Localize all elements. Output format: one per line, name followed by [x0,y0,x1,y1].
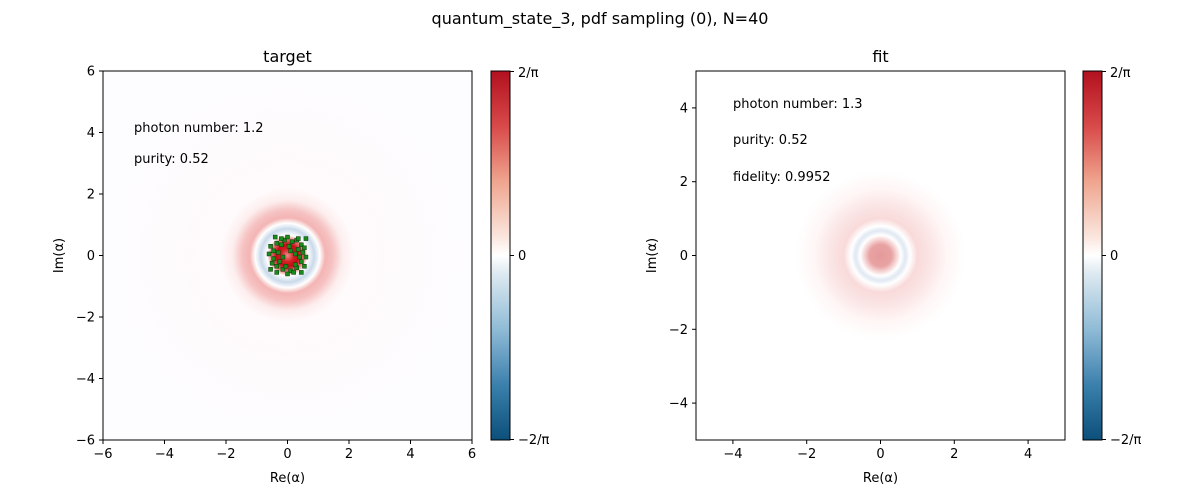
panel-title: target [263,47,312,66]
x-tick-label: −6 [93,447,112,462]
panel-fit: fit −4 −2 0 2 4 −4 −2 0 2 4 Re(α) Im(α) photon nu… [645,47,1142,486]
sample-point [292,251,298,257]
y-tick-label: 2 [87,188,95,203]
sample-point [272,234,278,240]
sample-point [277,259,283,264]
x-axis-label: Re(α) [270,471,305,486]
sample-point [280,254,286,260]
y-tick-label: 6 [87,65,95,80]
y-axis-label: Im(α) [52,238,67,273]
heatmap-wigner-target [103,71,472,440]
y-tick-label: 2 [680,175,688,190]
sample-point [303,236,309,241]
sample-point [274,264,279,269]
sample-point [292,262,298,267]
sample-point [274,240,279,246]
sample-point [296,236,301,241]
y-tick-label: −2 [669,323,688,338]
sample-point [279,242,284,247]
x-axis-label: Re(α) [863,471,898,486]
axes-ticks: −4 −2 0 2 4 −4 −2 0 2 4 [669,101,1032,462]
heatmap-wigner-fit [696,71,1065,440]
annotation-fidelity: fidelity: 0.9952 [733,170,831,185]
sample-point [300,250,306,255]
colorbar-max-label: 2/π [1110,66,1131,81]
y-tick-label: −4 [76,372,95,387]
sample-point [299,259,304,264]
sample-point [299,242,304,247]
y-tick-label: −6 [76,434,95,449]
sample-point [285,271,290,277]
x-tick-label: −2 [216,447,235,462]
colorbar-min-label: −2/π [1110,433,1142,448]
sample-point [269,260,275,266]
y-tick-label: −4 [669,397,688,412]
axes-ticks: −6 −4 −2 0 2 4 6 −6 −4 −2 0 2 4 6 [76,65,476,463]
sample-point [271,256,276,261]
sample-point [291,270,296,275]
sample-point [279,236,284,241]
y-tick-label: 4 [87,126,95,141]
x-tick-label: 6 [468,447,476,462]
sample-point [274,270,279,275]
annotation-purity: purity: 0.52 [134,152,209,167]
sample-point [289,239,295,244]
colorbar-gradient [490,70,511,441]
sample-point [268,267,273,272]
sample-point [296,247,301,252]
x-tick-label: 4 [406,447,414,462]
annotation-photon-number: photon number: 1.3 [733,97,863,112]
x-tick-label: 2 [345,447,353,462]
x-tick-label: 0 [876,447,884,462]
sample-point [280,267,286,272]
x-tick-label: 0 [283,447,291,462]
y-tick-label: 0 [680,249,688,264]
annotation-photon-number: photon number: 1.2 [134,121,264,136]
y-tick-label: −2 [76,311,95,326]
x-tick-label: −2 [797,447,816,462]
sample-point [276,250,281,255]
sample-point [285,234,290,240]
sample-point [297,254,303,260]
colorbar-target: 2/π 0 −2/π [490,66,550,448]
sample-point [268,244,273,249]
colorbar-min-label: −2/π [518,433,550,448]
x-tick-label: −4 [155,447,174,462]
sample-point [302,245,307,251]
sample-point [271,248,276,254]
sample-point [302,264,307,269]
colorbar-gradient [1082,70,1103,441]
x-tick-label: −4 [723,447,742,462]
annotation-purity: purity: 0.52 [733,133,808,148]
sample-point [266,251,272,257]
panel-title: fit [872,47,888,66]
y-tick-label: 0 [87,249,95,264]
sample-point [303,254,309,260]
sample-point [283,264,289,269]
sample-point [288,248,293,254]
colorbar-mid-label: 0 [1110,249,1118,264]
colorbar-fit: 2/π 0 −2/π [1082,66,1142,448]
y-axis-label: Im(α) [645,238,660,273]
x-tick-label: 4 [1024,447,1032,462]
sample-point [286,244,292,249]
y-tick-label: 4 [680,101,688,116]
x-tick-label: 2 [950,447,958,462]
sample-points [266,234,309,277]
figure-suptitle: quantum_state_3, pdf sampling (0), N=40 [432,9,769,29]
colorbar-mid-label: 0 [518,249,526,264]
sample-point [299,270,304,275]
colorbar-max-label: 2/π [518,66,539,81]
